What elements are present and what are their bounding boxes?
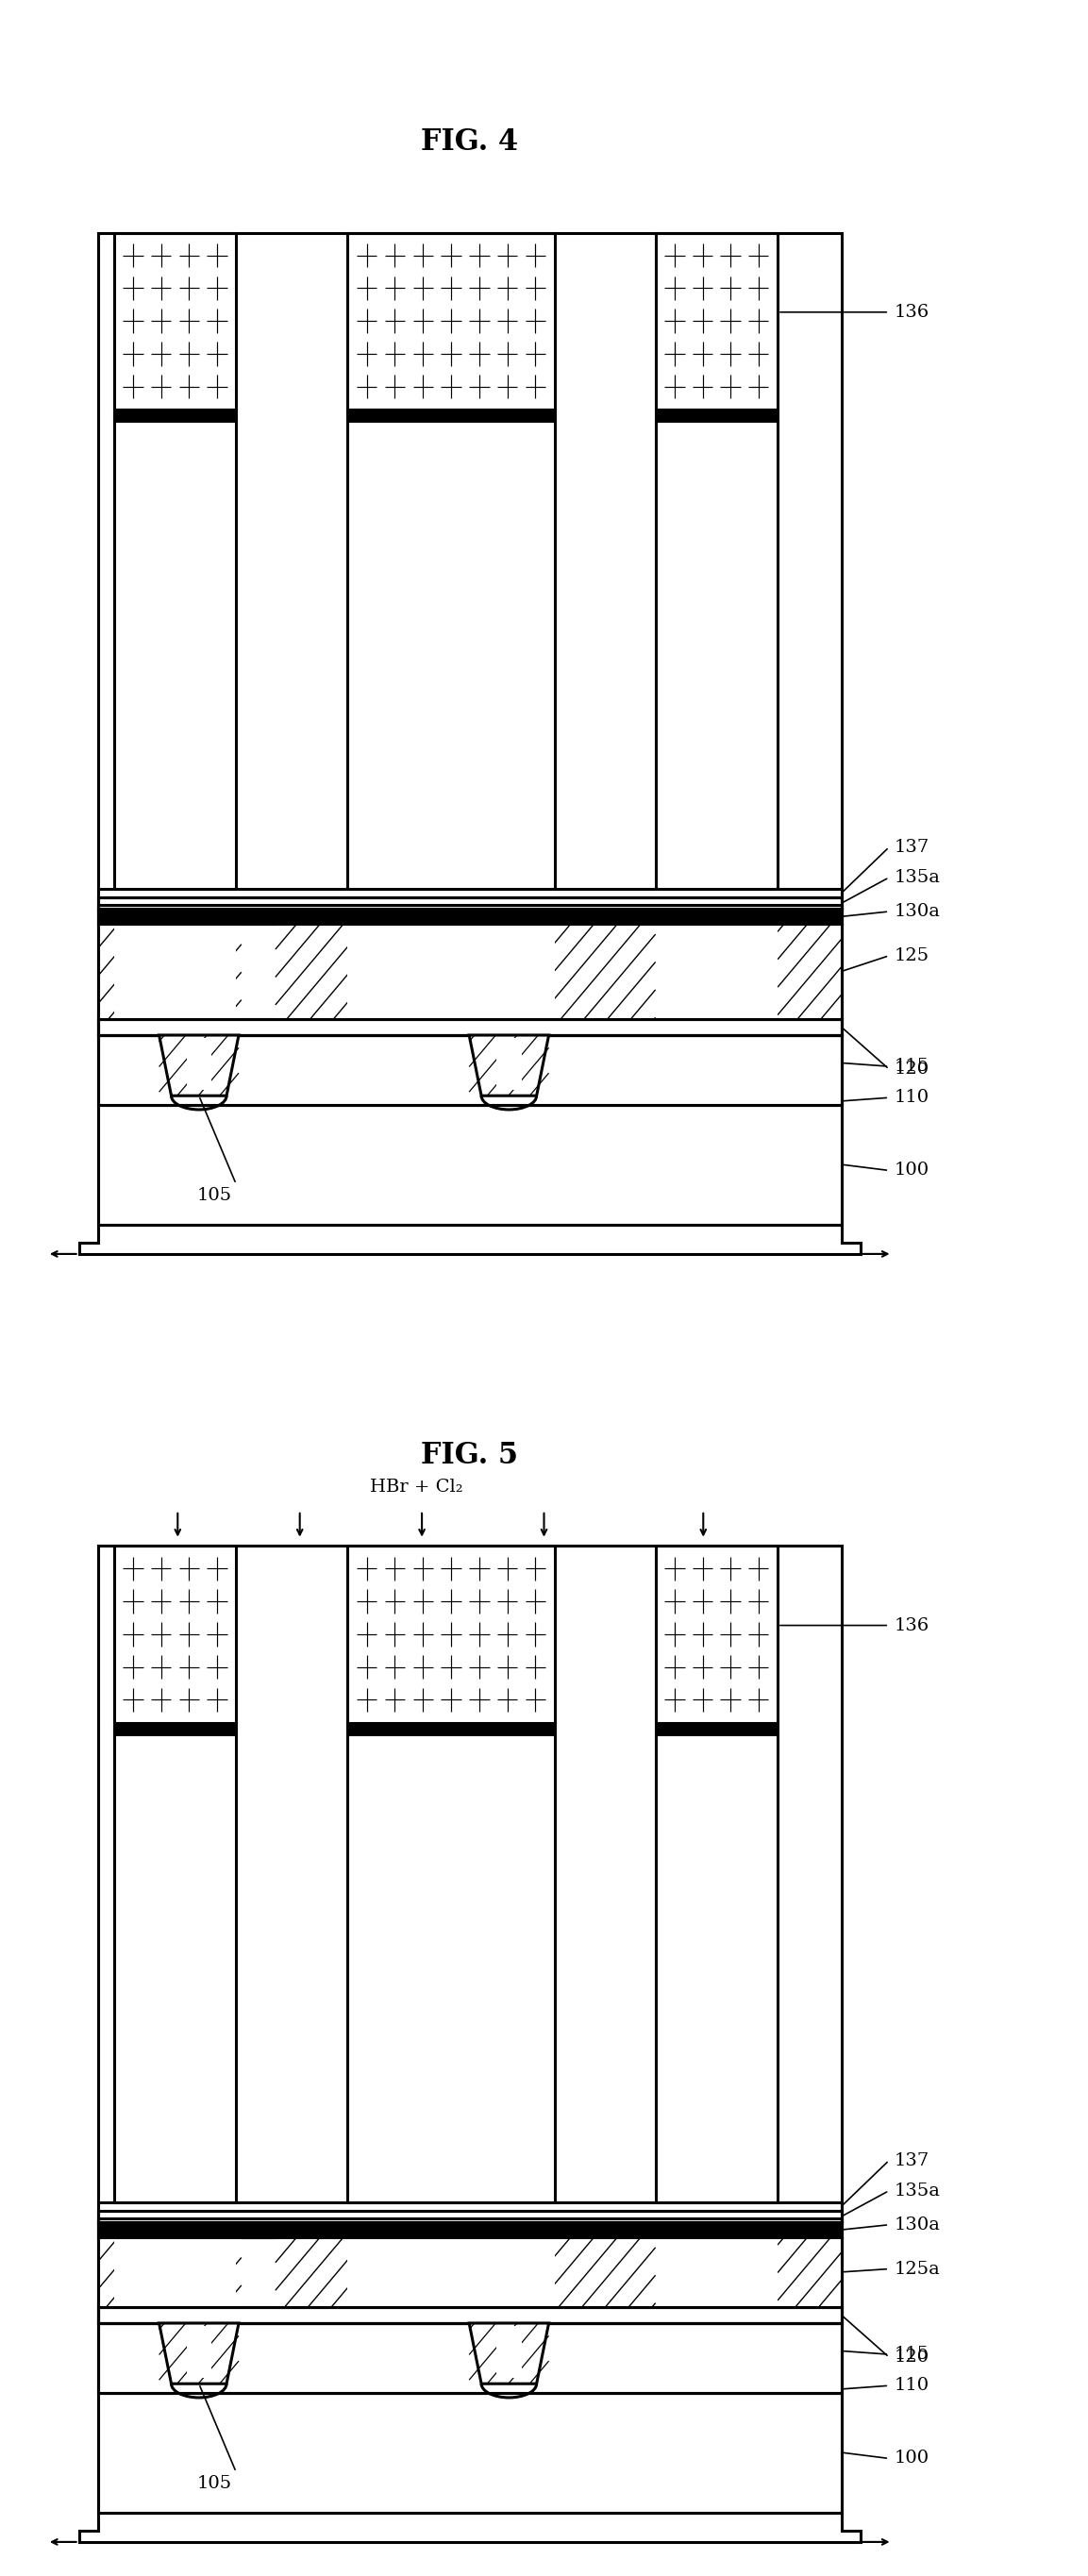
Text: 125a: 125a (894, 2259, 940, 2277)
Bar (98, 1546, 841, 2512)
Bar (98, 2306, 841, 2324)
Text: 130a: 130a (894, 904, 940, 920)
Bar (98, 925, 841, 1018)
Bar (186, 2326, 211, 2378)
Bar (496, 1038, 521, 1090)
Bar (98, 2210, 841, 2223)
Bar (114, 1723, 236, 2202)
Bar (98, 2393, 841, 2512)
Text: FIG. 4: FIG. 4 (421, 129, 518, 157)
Polygon shape (159, 2324, 238, 2383)
Text: HBr + Cl₂: HBr + Cl₂ (370, 1479, 463, 1497)
Text: 120: 120 (894, 2349, 929, 2365)
Bar (555, 925, 655, 1018)
Bar (98, 1105, 841, 1224)
Bar (275, 925, 347, 1018)
Bar (98, 889, 841, 896)
Bar (98, 909, 841, 925)
Text: 130a: 130a (894, 2215, 940, 2233)
Bar (114, 410, 236, 422)
Bar (655, 1546, 778, 1723)
Bar (347, 410, 555, 422)
Bar (98, 2324, 841, 2393)
Polygon shape (159, 1036, 238, 1095)
Bar (655, 1723, 778, 1736)
Text: 105: 105 (197, 2476, 233, 2491)
Bar (98, 2223, 841, 2239)
Text: 136: 136 (894, 1618, 929, 1633)
Bar (347, 1723, 555, 1736)
Bar (98, 1018, 841, 1036)
Bar (347, 1546, 555, 1723)
Bar (114, 1723, 236, 1736)
Bar (347, 2239, 555, 2306)
Bar (655, 410, 778, 889)
Bar (347, 925, 555, 1018)
Bar (186, 1038, 211, 1090)
Bar (98, 2202, 841, 2210)
Bar (114, 925, 236, 1018)
Bar (114, 1546, 236, 1723)
Bar (655, 1723, 778, 2202)
Text: 110: 110 (894, 1090, 929, 1105)
Bar (114, 410, 236, 889)
Bar (98, 904, 841, 1036)
Text: 100: 100 (894, 1162, 929, 1180)
Bar (98, 2239, 841, 2306)
Text: 125: 125 (894, 948, 929, 963)
Bar (778, 925, 841, 1018)
Bar (98, 2223, 841, 2239)
Bar (98, 2306, 841, 2324)
Bar (98, 909, 841, 925)
Bar (98, 2218, 841, 2324)
Polygon shape (469, 1036, 548, 1095)
Bar (655, 410, 778, 422)
Bar (114, 232, 236, 410)
Bar (98, 925, 242, 1018)
Text: FIG. 5: FIG. 5 (421, 1440, 518, 1471)
Bar (98, 1036, 841, 1105)
Bar (496, 2326, 521, 2378)
Bar (98, 896, 841, 909)
Polygon shape (469, 2324, 548, 2383)
Bar (655, 232, 778, 410)
Bar (555, 2239, 655, 2306)
Bar (347, 232, 555, 410)
Text: 135a: 135a (894, 868, 940, 886)
Bar (98, 1036, 841, 1105)
Text: 137: 137 (894, 2151, 929, 2169)
Bar (778, 2239, 841, 2306)
Text: 120: 120 (894, 1061, 929, 1077)
Bar (98, 1018, 841, 1036)
Text: 105: 105 (197, 1188, 233, 1203)
Bar (98, 896, 841, 909)
Text: 115: 115 (894, 2347, 929, 2362)
Text: 115: 115 (894, 1059, 929, 1074)
Bar (655, 2239, 778, 2306)
Bar (98, 232, 841, 1224)
Bar (114, 2239, 236, 2306)
Bar (98, 2210, 841, 2223)
Text: 110: 110 (894, 2378, 929, 2393)
Text: 100: 100 (894, 2450, 929, 2468)
Bar (347, 1723, 555, 2202)
Text: 136: 136 (894, 304, 929, 319)
Bar (275, 2239, 347, 2306)
Bar (98, 2239, 242, 2306)
Bar (98, 2324, 841, 2393)
Text: 137: 137 (894, 840, 929, 855)
Text: 135a: 135a (894, 2182, 940, 2200)
Bar (655, 925, 778, 1018)
Bar (347, 410, 555, 889)
